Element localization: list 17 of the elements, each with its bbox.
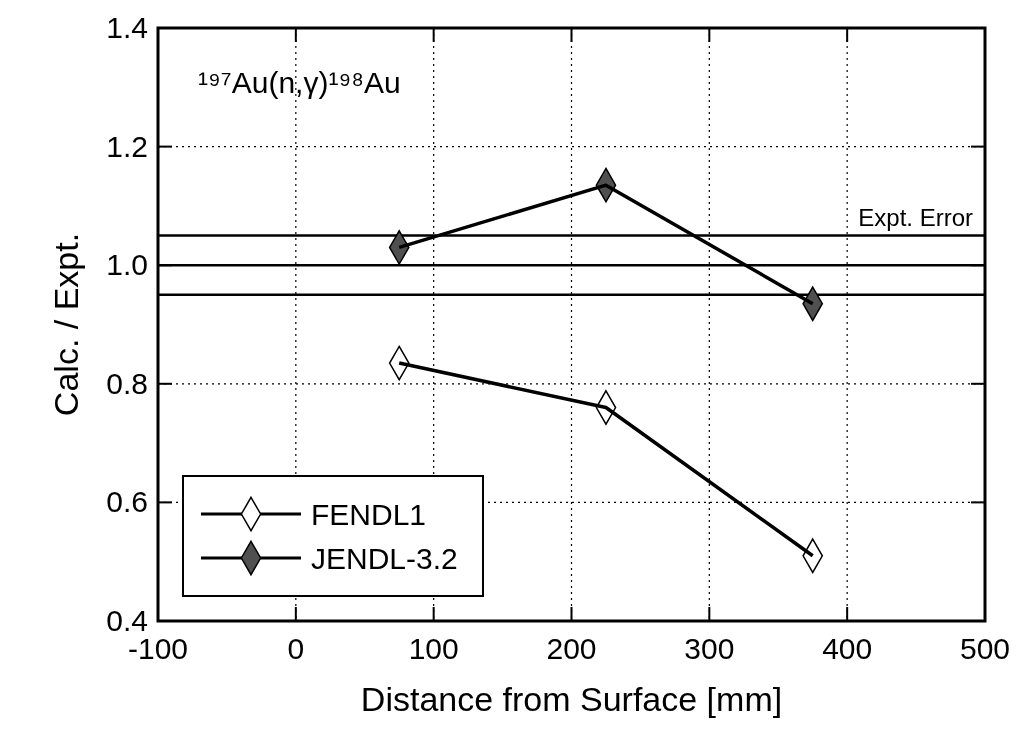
x-tick-label: 200 bbox=[546, 632, 597, 665]
y-tick-label: 0.6 bbox=[106, 485, 148, 519]
y-tick-label: 1.4 bbox=[106, 11, 148, 44]
y-tick-label: 1.2 bbox=[106, 129, 148, 163]
x-tick-label: 300 bbox=[684, 632, 735, 665]
x-tick-label: 0 bbox=[287, 632, 305, 665]
x-tick-label: 100 bbox=[408, 632, 459, 665]
y-tick-label: 0.8 bbox=[106, 366, 148, 400]
legend-label: FENDL1 bbox=[311, 498, 427, 531]
y-tick-label: 1.0 bbox=[106, 248, 148, 282]
ref-line-label: Expt. Error bbox=[858, 203, 973, 231]
x-tick-label: 400 bbox=[822, 632, 873, 665]
x-tick-label: 500 bbox=[959, 632, 1011, 665]
y-axis-title: Calc. / Expt. bbox=[47, 232, 85, 417]
text: ¹⁹⁷Au(n,γ)¹⁹⁸Au bbox=[198, 66, 401, 99]
x-axis-title: Distance from Surface [mm] bbox=[360, 680, 783, 718]
legend-label: JENDL-3.2 bbox=[311, 542, 458, 575]
